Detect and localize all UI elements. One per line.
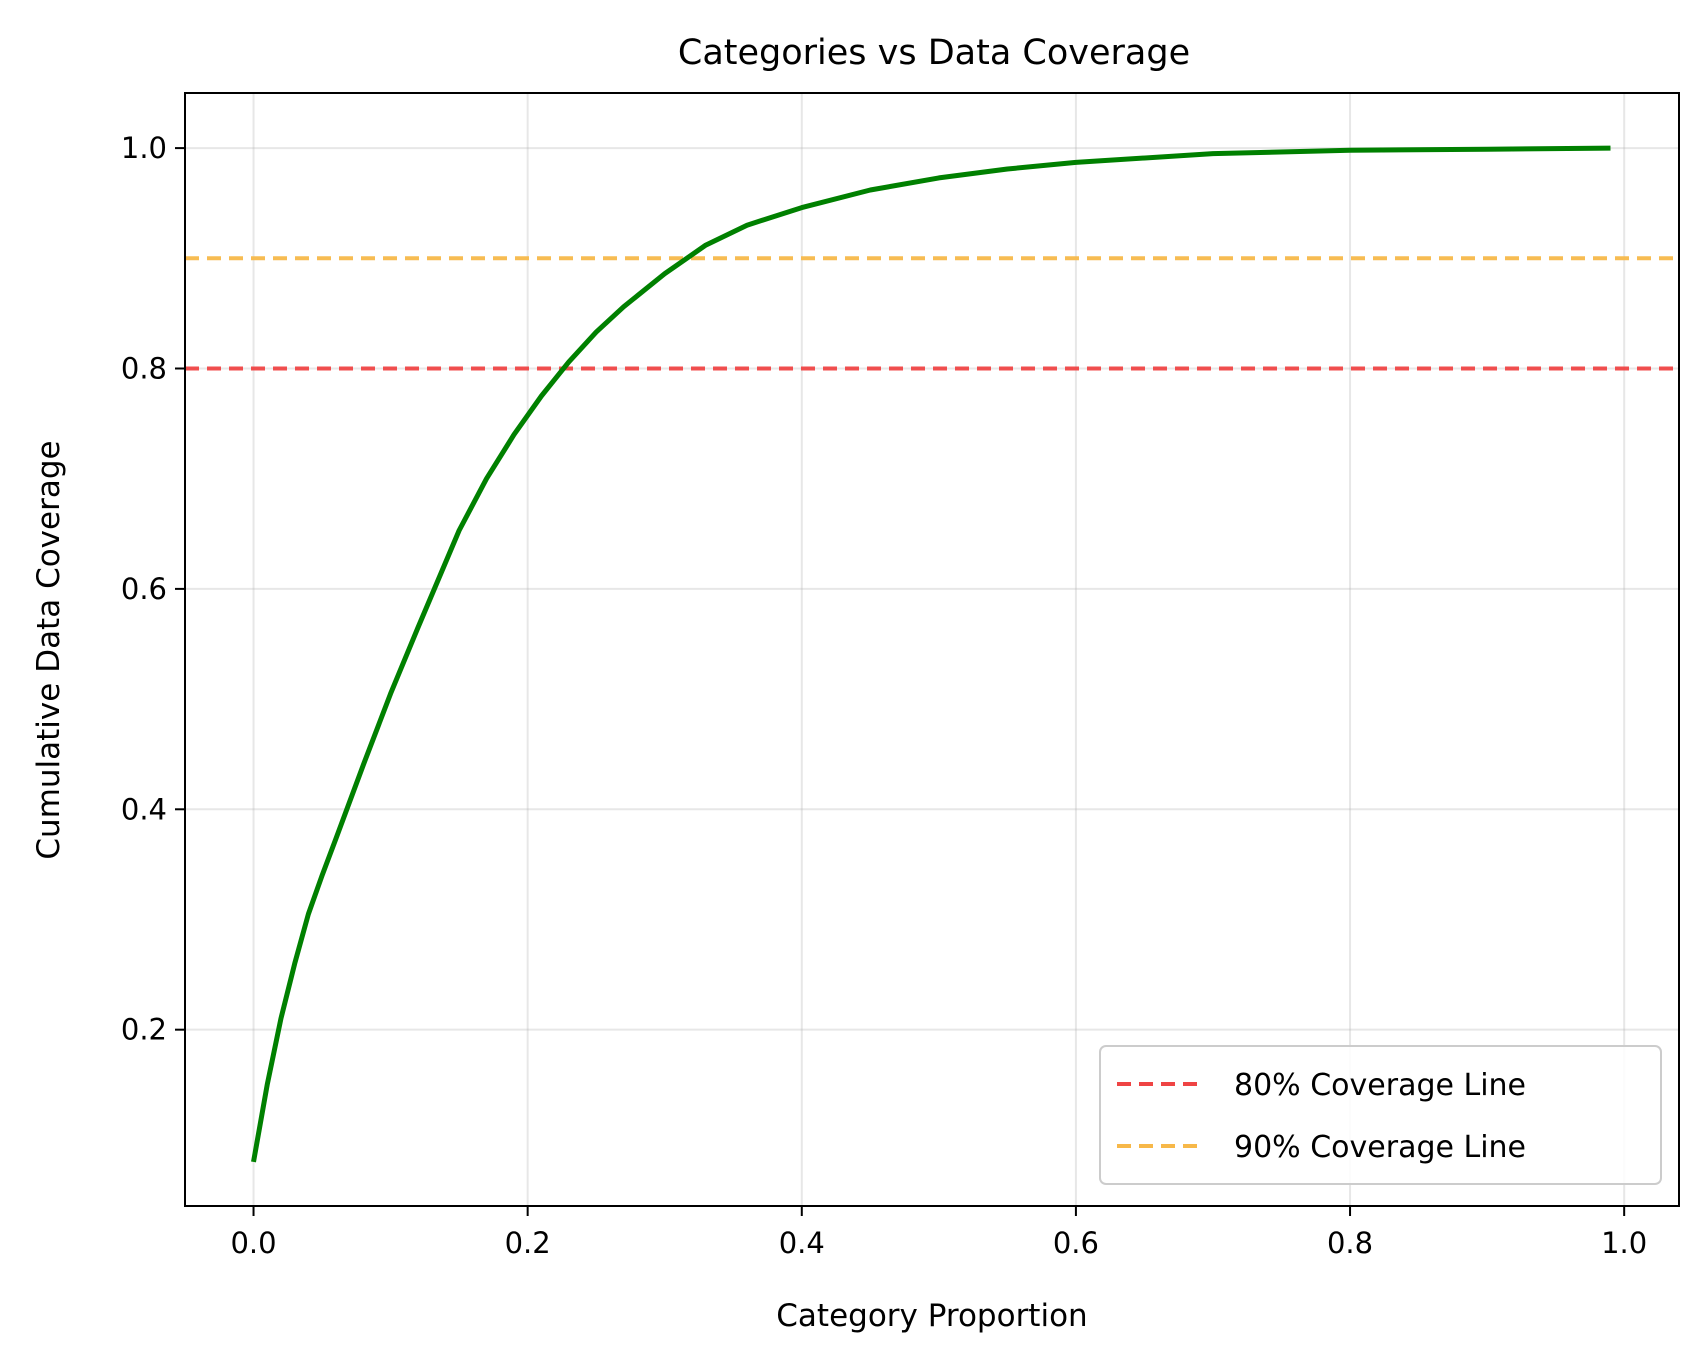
y-tick-label: 0.4: [121, 792, 167, 826]
y-tick-label: 0.8: [121, 351, 167, 385]
x-axis-ticks: 0.0 0.2 0.4 0.6 0.8 1.0: [230, 1206, 1647, 1260]
y-axis-label: Cumulative Data Coverage: [31, 440, 67, 859]
y-axis-ticks: 0.2 0.4 0.6 0.8 1.0: [121, 131, 185, 1047]
chart-title: Categories vs Data Coverage: [678, 33, 1190, 73]
x-tick-label: 0.2: [505, 1226, 551, 1260]
series-layer: [251, 145, 1611, 1163]
y-tick-label: 0.2: [121, 1013, 167, 1047]
x-tick-label: 0.8: [1327, 1226, 1373, 1260]
x-axis-label: Category Proportion: [776, 1298, 1087, 1334]
legend-box: [1099, 1045, 1662, 1185]
legend: 80% Coverage Line 90% Coverage Line: [1099, 1045, 1662, 1185]
x-tick-label: 1.0: [1601, 1226, 1647, 1260]
y-tick-label: 1.0: [121, 131, 167, 165]
plot-frame: [184, 92, 1680, 1207]
y-tick-label: 0.6: [121, 572, 167, 606]
x-tick-label: 0.4: [779, 1226, 825, 1260]
x-tick-label: 0.0: [230, 1226, 276, 1260]
legend-label-90: 90% Coverage Line: [1234, 1130, 1526, 1165]
x-tick-label: 0.6: [1053, 1226, 1099, 1260]
legend-label-80: 80% Coverage Line: [1234, 1068, 1526, 1103]
series-line-0: [251, 145, 1611, 1163]
reference-lines: [185, 256, 1679, 371]
